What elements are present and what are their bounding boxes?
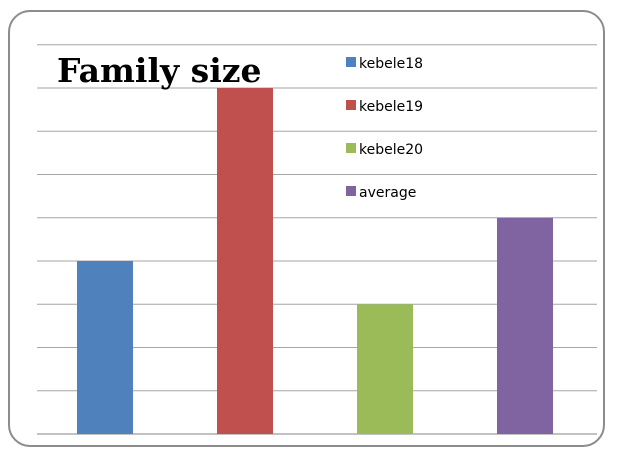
legend-swatch-kebele20 <box>346 143 356 153</box>
legend-label-average: average <box>359 185 416 201</box>
legend-swatch-kebele19 <box>346 100 356 110</box>
bar-average <box>497 217 553 434</box>
bar-kebele19 <box>217 88 273 434</box>
legend-label-kebele18: kebele18 <box>359 56 423 72</box>
legend-swatch-kebele18 <box>346 57 356 67</box>
legend-label-kebele20: kebele20 <box>359 142 423 158</box>
legend: kebele18 kebele19 kebele20 average <box>346 56 423 201</box>
legend-label-kebele19: kebele19 <box>359 99 423 115</box>
chart-frame: Family size kebele18 kebele19 kebele20 aver… <box>8 10 605 447</box>
legend-swatch-average <box>346 186 356 196</box>
chart-title: Family size <box>57 51 262 90</box>
bars <box>77 88 553 434</box>
bar-kebele18 <box>77 261 133 434</box>
bar-kebele20 <box>357 304 413 434</box>
bar-chart: Family size kebele18 kebele19 kebele20 aver… <box>37 44 597 435</box>
